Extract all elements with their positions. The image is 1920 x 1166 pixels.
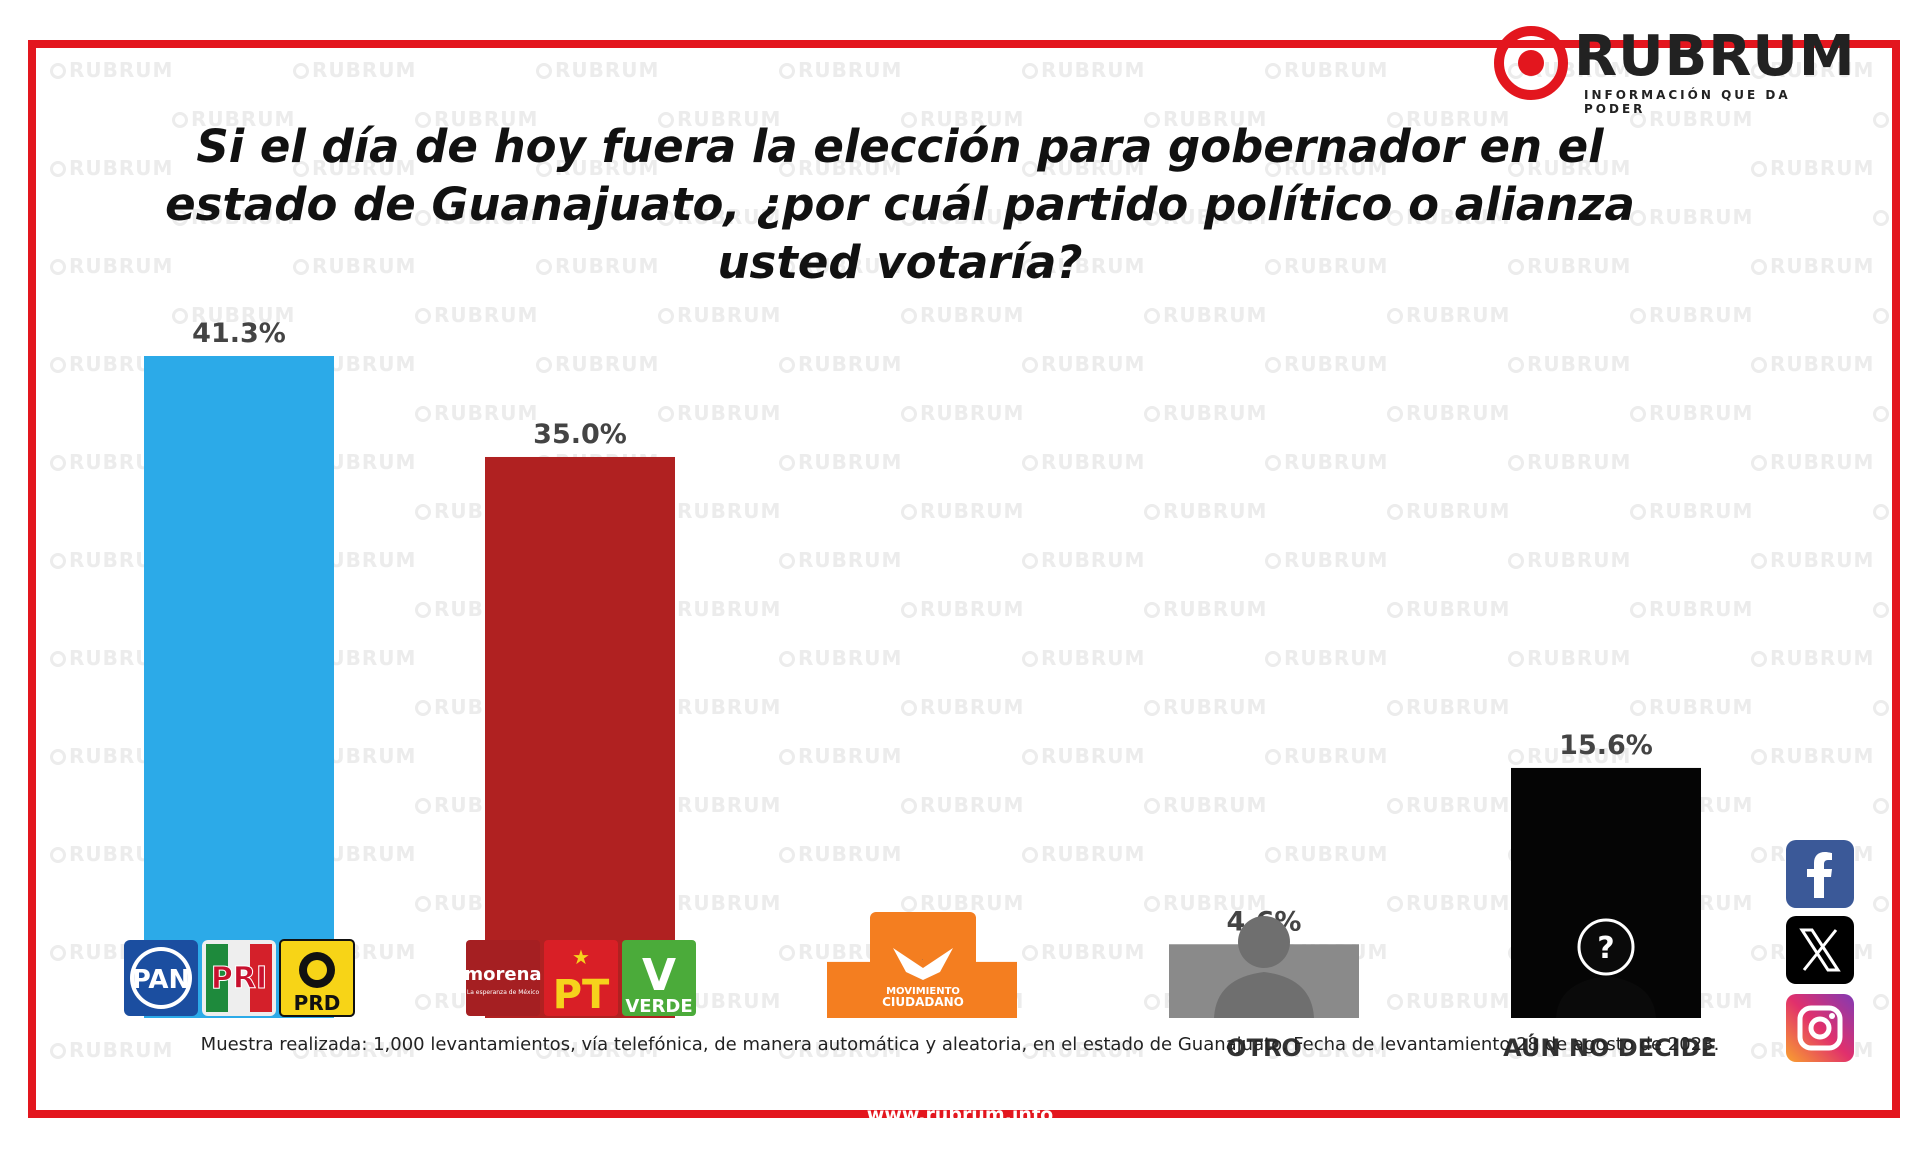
logo-target-icon — [1494, 26, 1568, 100]
category-label-otro: OTRO — [1226, 1034, 1302, 1062]
person-silhouette-body — [1214, 972, 1314, 1018]
morena-logo-text: morena — [464, 964, 541, 985]
data-label: 41.3% — [192, 318, 286, 349]
pan-logo-core — [134, 951, 188, 1005]
pan-logo-text: PAN — [132, 965, 191, 995]
pri-logo-red — [250, 944, 272, 1012]
bar — [485, 456, 675, 1019]
prd-logo-sun-core — [307, 960, 327, 980]
x-icon[interactable] — [1786, 916, 1854, 984]
data-label: 15.6% — [1559, 730, 1653, 761]
pri-logo-text: PRI — [211, 961, 267, 996]
facebook-icon[interactable] — [1786, 840, 1854, 908]
person-silhouette-icon — [1238, 916, 1290, 968]
category-label-aun-no-decide: AÚN NO DECIDE — [1503, 1034, 1717, 1062]
verde-logo-text: VERDE — [625, 996, 692, 1017]
pt-logo — [544, 940, 618, 1016]
website-url[interactable]: www.rubrum.info — [866, 1104, 1054, 1126]
verde-logo-mark-icon: V — [642, 950, 676, 1001]
verde-logo — [622, 940, 696, 1016]
rubrum-logo: RUBRUM INFORMACIÓN QUE DA PODER — [1494, 18, 1856, 116]
logo-tagline: INFORMACIÓN QUE DA PODER — [1584, 88, 1791, 116]
mc-logo-line2: CIUDADANO — [882, 995, 964, 1009]
instagram-icon[interactable] — [1786, 994, 1854, 1062]
data-label: 35.0% — [533, 419, 627, 450]
prd-logo-text: PRD — [294, 991, 341, 1015]
chart-title: Si el día de hoy fuera la elección para … — [165, 120, 1635, 289]
morena-logo-subtext: La esperanza de México — [467, 989, 540, 996]
mc-logo — [870, 912, 976, 1016]
pri-logo-green — [206, 944, 228, 1012]
logo-wordmark: RUBRUM — [1574, 24, 1856, 89]
mc-logo-line1: MOVIMIENTO — [886, 986, 960, 997]
methodology-footnote: Muestra realizada: 1,000 levantamientos,… — [200, 1034, 1720, 1055]
unknown-person-body — [1556, 976, 1656, 1018]
question-mark-icon: ? — [1597, 931, 1614, 966]
pt-logo-star-icon: ★ — [572, 945, 590, 969]
mc-logo-spacer: 🦅 — [922, 959, 924, 961]
pt-logo-text: PT — [553, 972, 610, 1018]
bar — [144, 356, 334, 1018]
mc-logo-eagle-icon — [893, 948, 953, 980]
morena-logo — [466, 940, 540, 1016]
unknown-person-icon — [1577, 918, 1635, 976]
